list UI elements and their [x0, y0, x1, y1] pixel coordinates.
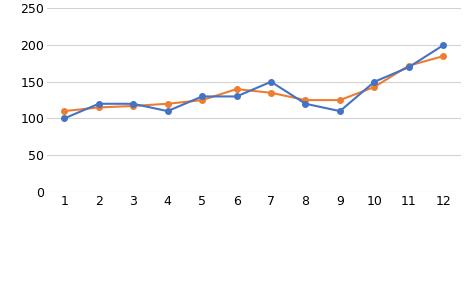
SalesMovingAverage [406, 64, 412, 67]
SalesMovingAverage [62, 109, 67, 113]
SalesMovingAverage [372, 85, 377, 89]
SalesMovingAverage [96, 106, 102, 109]
SalesMovingAverage [234, 87, 239, 91]
Amount [406, 65, 412, 69]
Amount [303, 102, 308, 105]
SalesMovingAverage [165, 102, 171, 105]
Amount [372, 80, 377, 83]
Amount [165, 109, 171, 113]
Amount [337, 109, 343, 113]
SalesMovingAverage [337, 98, 343, 102]
Line: Amount: Amount [62, 42, 446, 121]
Amount [62, 117, 67, 120]
Amount [234, 95, 239, 98]
Amount [96, 102, 102, 105]
Amount [268, 80, 274, 83]
Line: SalesMovingAverage: SalesMovingAverage [62, 53, 446, 114]
Amount [130, 102, 136, 105]
Legend: Amount, SalesMovingAverage: Amount, SalesMovingAverage [125, 277, 382, 282]
SalesMovingAverage [130, 104, 136, 108]
SalesMovingAverage [303, 98, 308, 102]
SalesMovingAverage [440, 54, 446, 58]
Amount [440, 43, 446, 47]
Amount [199, 95, 205, 98]
SalesMovingAverage [199, 98, 205, 102]
SalesMovingAverage [268, 91, 274, 94]
